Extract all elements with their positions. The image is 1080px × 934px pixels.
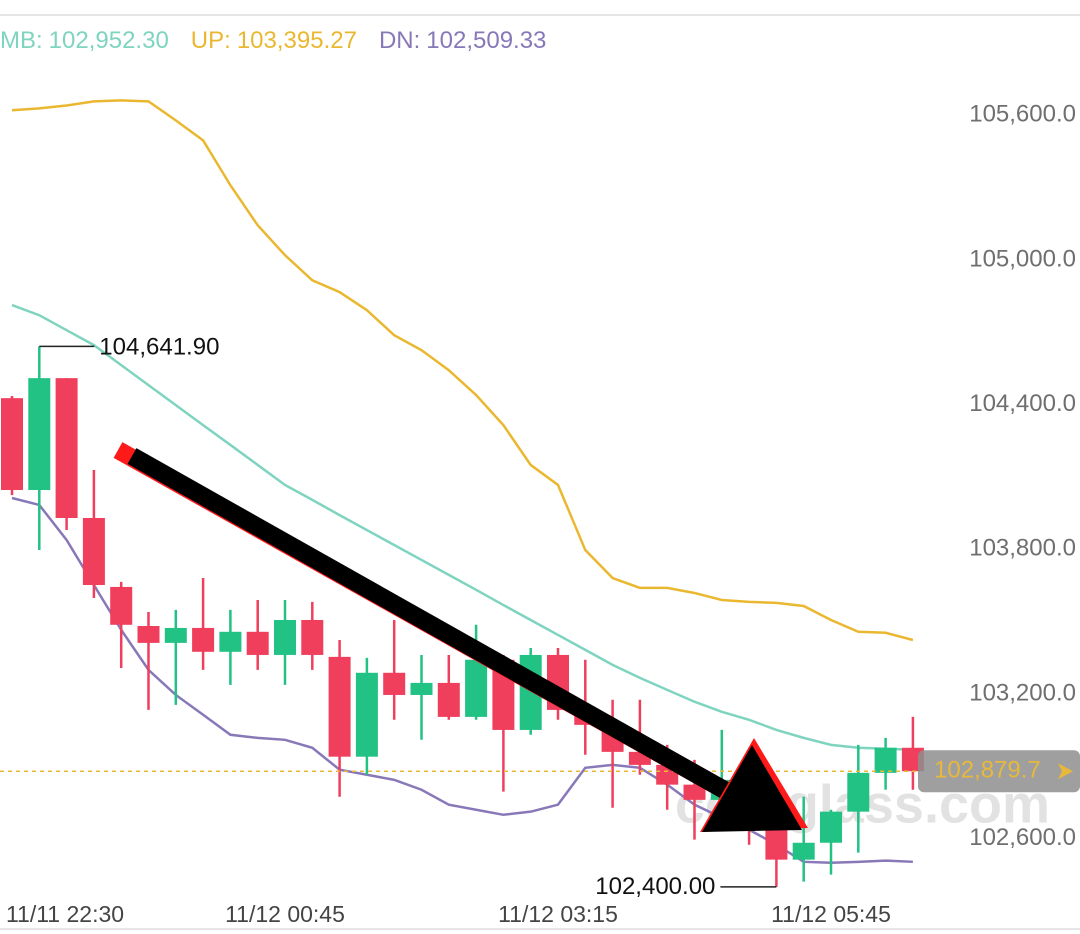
y-tick-label: 105,000.0: [969, 245, 1076, 272]
candle-body: [328, 656, 351, 757]
candle-body: [874, 747, 897, 773]
candle-body: [1, 398, 23, 491]
last-price-tag: [918, 750, 1080, 793]
candle-body: [301, 619, 324, 655]
last-price-arrow: [1058, 763, 1073, 780]
user-drawing: [113, 442, 808, 832]
x-tick-label: 11/12 00:45: [225, 901, 345, 927]
candle-body: [110, 586, 133, 625]
candle-body: [465, 659, 488, 717]
legend-value: 103,395.27: [237, 27, 357, 54]
candle-body: [246, 631, 269, 655]
legend-name: DN:: [379, 27, 420, 54]
candle-body: [820, 811, 842, 843]
x-tick-label: 11/11 22:30: [6, 901, 124, 927]
legend-item: UP: 103,395.27: [191, 27, 357, 54]
candle-body: [219, 631, 242, 652]
x-tick-label: 11/12 03:15: [498, 901, 618, 927]
candle-body: [355, 672, 378, 757]
high-label: 104,641.90: [99, 334, 219, 361]
y-tick-label: 103,800.0: [969, 535, 1076, 562]
y-tick-label: 104,400.0: [969, 390, 1076, 417]
y-tick-label: 105,600.0: [969, 101, 1076, 128]
candle-body: [792, 842, 815, 860]
band-line: [11, 99, 914, 642]
arrow-shaft: [127, 448, 747, 808]
candle-body: [28, 378, 51, 491]
y-tick-label: 102,600.0: [969, 824, 1076, 851]
last-price-label: 102,879.7: [934, 757, 1041, 784]
candle-body: [164, 627, 187, 643]
candle-body: [683, 784, 706, 800]
low-label: 102,400.00: [595, 873, 715, 900]
candle-body: [383, 672, 406, 695]
candle-body: [410, 682, 433, 695]
annotations: 102,879.7 104,641.90 102,400.00: [0, 334, 1080, 900]
candle-body: [274, 619, 296, 655]
legend-value: 102,509.33: [426, 27, 546, 54]
bands: [11, 99, 914, 865]
candle-body: [55, 378, 78, 518]
legend-value: 102,952.30: [49, 27, 169, 54]
arrow-head: [702, 745, 802, 832]
legend-name: UP:: [191, 27, 231, 54]
x-tick-label: 11/12 05:45: [771, 901, 891, 927]
axes: 102,600.0 103,200.0 103,800.0 104,400.0 105,…: [6, 101, 1076, 927]
band-line: [11, 303, 913, 751]
candle-body: [847, 772, 870, 812]
candle-body: [765, 829, 788, 860]
band-line: [11, 496, 913, 865]
candles: [1, 346, 924, 887]
y-tick-label: 103,200.0: [969, 679, 1076, 706]
candle-body: [137, 626, 160, 643]
legend-item: MB: 102,952.30: [0, 27, 169, 54]
candle-body: [192, 627, 215, 652]
candle-body: [437, 682, 460, 717]
candle-body: [82, 517, 105, 586]
legend-item: DN: 102,509.33: [379, 27, 546, 54]
legend-name: MB:: [0, 27, 43, 54]
legend: MB: 102,952.30 UP: 103,395.27 DN: 102,509.33: [0, 27, 546, 54]
